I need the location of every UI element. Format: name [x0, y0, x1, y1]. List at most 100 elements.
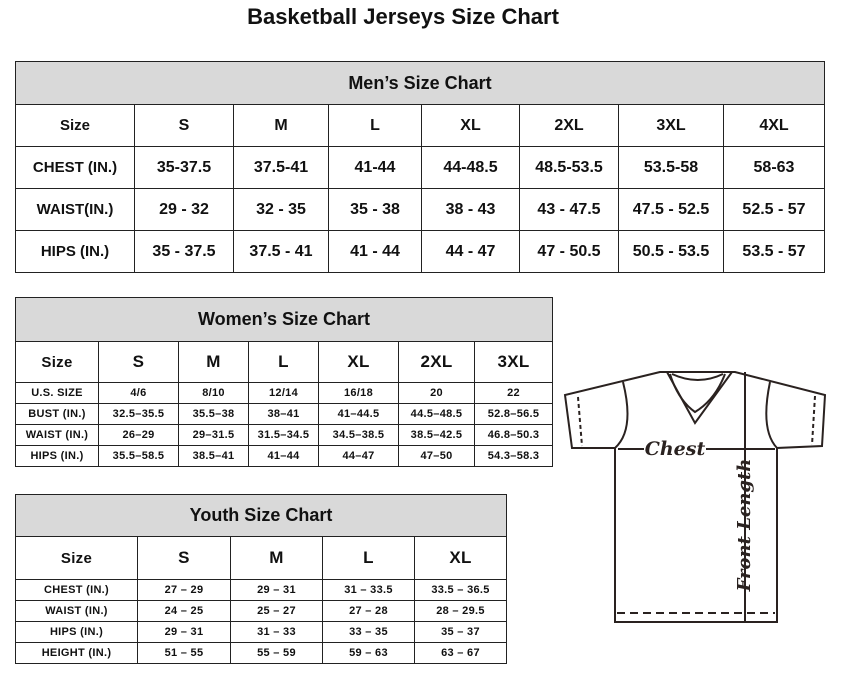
- measurement-cell: 27 – 28: [322, 600, 415, 622]
- measurement-cell: 31 – 33.5: [322, 579, 415, 601]
- measurement-cell: 31 – 33: [230, 621, 323, 643]
- measurement-cell: 41 - 44: [328, 230, 422, 273]
- measurement-cell: 16/18: [318, 382, 399, 404]
- measurement-cell: 24 – 25: [137, 600, 231, 622]
- shirt-outline: [563, 371, 827, 623]
- measurement-cell: 32 - 35: [233, 188, 329, 231]
- header-row: Size S M L XL 2XL 3XL: [15, 341, 554, 383]
- row-label: BUST (IN.): [15, 403, 99, 425]
- measurement-cell: 54.3–58.3: [473, 445, 554, 467]
- table-row: BUST (IN.) 32.5–35.5 35.5–38 38–41 41–44.5 44…: [15, 403, 554, 425]
- size-header: L: [322, 536, 415, 580]
- size-header: 3XL: [618, 104, 724, 147]
- table-row: CHEST (IN.) 27 – 29 29 – 31 31 – 33.5 33.5 –…: [15, 579, 508, 601]
- size-header: 2XL: [398, 341, 475, 383]
- measurement-cell: 44-48.5: [421, 146, 520, 189]
- size-header: L: [248, 341, 319, 383]
- size-header: XL: [318, 341, 399, 383]
- row-label: HIPS (IN.): [15, 445, 99, 467]
- measurement-cell: 44.5–48.5: [398, 403, 475, 425]
- table-row: WAIST(IN.) 29 - 32 32 - 35 35 - 38 38 - 43 43…: [15, 188, 825, 231]
- header-label: Size: [15, 341, 99, 383]
- collar-back: [671, 373, 724, 381]
- measurement-cell: 55 – 59: [230, 642, 323, 664]
- row-label: U.S. SIZE: [15, 382, 99, 404]
- page-title: Basketball Jerseys Size Chart: [247, 4, 559, 29]
- measurement-cell: 35.5–38: [178, 403, 249, 425]
- table-row: HEIGHT (IN.) 51 – 55 55 – 59 59 – 63 63 – 67: [15, 642, 508, 664]
- table-row: HIPS (IN.) 35 - 37.5 37.5 - 41 41 - 44 44 - …: [15, 230, 825, 273]
- table-row: HIPS (IN.) 29 – 31 31 – 33 33 – 35 35 – 37: [15, 621, 508, 643]
- measurement-cell: 43 - 47.5: [519, 188, 619, 231]
- measurement-cell: 53.5 - 57: [723, 230, 825, 273]
- size-header: S: [134, 104, 234, 147]
- table-row: U.S. SIZE 4/6 8/10 12/14 16/18 20 22: [15, 382, 554, 404]
- measurement-cell: 4/6: [98, 382, 179, 404]
- measurement-cell: 41–44.5: [318, 403, 399, 425]
- measurement-cell: 58-63: [723, 146, 825, 189]
- measurement-cell: 38–41: [248, 403, 319, 425]
- measurement-cell: 47–50: [398, 445, 475, 467]
- measurement-cell: 29 - 32: [134, 188, 234, 231]
- table-row: WAIST (IN.) 26–29 29–31.5 31.5–34.5 34.5–38.…: [15, 424, 554, 446]
- measurement-cell: 27 – 29: [137, 579, 231, 601]
- measurement-cell: 59 – 63: [322, 642, 415, 664]
- measurement-cell: 48.5-53.5: [519, 146, 619, 189]
- measurement-cell: 20: [398, 382, 475, 404]
- mens-size-table: Men’s Size Chart Size S M L XL 2XL 3XL 4XL CHEST …: [15, 61, 825, 273]
- measurement-cell: 38.5–42.5: [398, 424, 475, 446]
- womens-size-table: Women’s Size Chart Size S M L XL 2XL 3XL U.S. SI…: [14, 297, 554, 467]
- size-header: M: [233, 104, 329, 147]
- measurement-cell: 35-37.5: [134, 146, 234, 189]
- row-label: WAIST (IN.): [15, 600, 138, 622]
- header-label: Size: [15, 104, 135, 147]
- measurement-cell: 31.5–34.5: [248, 424, 319, 446]
- measurement-cell: 35 – 37: [413, 621, 508, 643]
- size-header: M: [230, 536, 323, 580]
- measurement-cell: 29 – 31: [230, 579, 323, 601]
- size-header: XL: [413, 536, 508, 580]
- chest-label: Chest: [645, 438, 706, 460]
- header-row: Size S M L XL 2XL 3XL 4XL: [15, 104, 825, 147]
- measurement-cell: 29 – 31: [137, 621, 231, 643]
- measurement-cell: 34.5–38.5: [318, 424, 399, 446]
- measurement-cell: 25 – 27: [230, 600, 323, 622]
- measurement-cell: 35.5–58.5: [98, 445, 179, 467]
- table-caption: Youth Size Chart: [14, 494, 508, 537]
- measurement-cell: 37.5 - 41: [233, 230, 329, 273]
- size-header: XL: [421, 104, 520, 147]
- measurement-cell: 52.8–56.5: [473, 403, 554, 425]
- size-header: 2XL: [519, 104, 619, 147]
- measurement-cell: 44–47: [318, 445, 399, 467]
- table-row: CHEST (IN.) 35-37.5 37.5-41 41-44 44-48.5 48.…: [15, 146, 825, 189]
- size-header: S: [98, 341, 179, 383]
- row-label: HIPS (IN.): [15, 621, 138, 643]
- measurement-cell: 32.5–35.5: [98, 403, 179, 425]
- size-header: 3XL: [473, 341, 554, 383]
- row-label: WAIST (IN.): [15, 424, 99, 446]
- header-row: Size S M L XL: [15, 536, 508, 580]
- size-header: M: [178, 341, 249, 383]
- measurement-cell: 37.5-41: [233, 146, 329, 189]
- measurement-cell: 12/14: [248, 382, 319, 404]
- measurement-cell: 47 - 50.5: [519, 230, 619, 273]
- measurement-cell: 51 – 55: [137, 642, 231, 664]
- measurement-cell: 33 – 35: [322, 621, 415, 643]
- size-header: 4XL: [723, 104, 825, 147]
- collar-inner: [669, 373, 726, 414]
- youth-size-table: Youth Size Chart Size S M L XL CHEST (IN.) 27 –…: [14, 494, 508, 664]
- measurement-cell: 29–31.5: [178, 424, 249, 446]
- size-header: L: [328, 104, 422, 147]
- right-armhole: [765, 381, 778, 449]
- measurement-cell: 63 – 67: [413, 642, 508, 664]
- jersey-diagram: Chest Front Length: [563, 371, 827, 623]
- row-label: HEIGHT (IN.): [15, 642, 138, 664]
- measurement-cell: 35 - 37.5: [134, 230, 234, 273]
- measurement-cell: 52.5 - 57: [723, 188, 825, 231]
- measurement-cell: 47.5 - 52.5: [618, 188, 724, 231]
- row-label: WAIST(IN.): [15, 188, 135, 231]
- measurement-cell: 41–44: [248, 445, 319, 467]
- measurement-cell: 50.5 - 53.5: [618, 230, 724, 273]
- measurement-cell: 26–29: [98, 424, 179, 446]
